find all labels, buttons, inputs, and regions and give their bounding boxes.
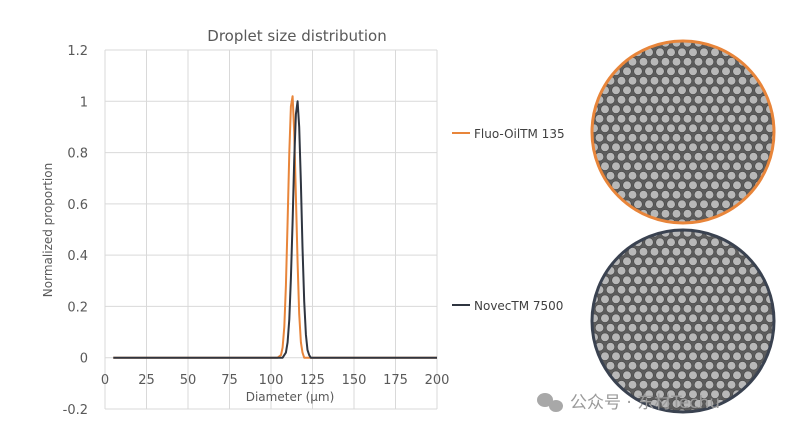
- y-tick-label: 0.4: [67, 249, 88, 264]
- wechat-icon: [537, 393, 563, 412]
- x-tick-label: 125: [300, 373, 325, 388]
- y-tick-label: 1.2: [67, 44, 88, 59]
- x-tick-label: 100: [259, 373, 284, 388]
- legend-label: NovecTM 7500: [474, 299, 563, 313]
- x-axis-label: Diameter (µm): [246, 390, 335, 404]
- y-tick-label: 1: [80, 95, 88, 110]
- x-tick-label: 50: [180, 373, 197, 388]
- y-tick-label: 0: [80, 352, 88, 367]
- x-tick-label: 0: [101, 373, 109, 388]
- watermark: 公众号 · 东材Techu: [570, 393, 720, 413]
- grid-lines: [104, 49, 438, 410]
- x-tick-label: 25: [138, 373, 155, 388]
- x-tick-label: 75: [221, 373, 238, 388]
- y-tick-label: 0.2: [67, 300, 88, 315]
- y-axis-label: Normalized proportion: [41, 163, 55, 297]
- fluo-oil-droplet-image: [590, 39, 776, 225]
- novec-droplet-image: [590, 228, 776, 414]
- y-tick-label: -0.2: [63, 403, 88, 418]
- x-tick-label: 200: [425, 373, 450, 388]
- series-line-0: [113, 95, 437, 359]
- y-tick-label: 0.8: [67, 147, 88, 162]
- x-tick-label: 175: [383, 373, 408, 388]
- legend-label: Fluo-OilTM 135: [474, 127, 565, 141]
- series-line-1: [113, 100, 437, 359]
- y-tick-label: 0.6: [67, 198, 88, 213]
- x-tick-label: 150: [342, 373, 367, 388]
- chart-title: Droplet size distribution: [207, 27, 386, 45]
